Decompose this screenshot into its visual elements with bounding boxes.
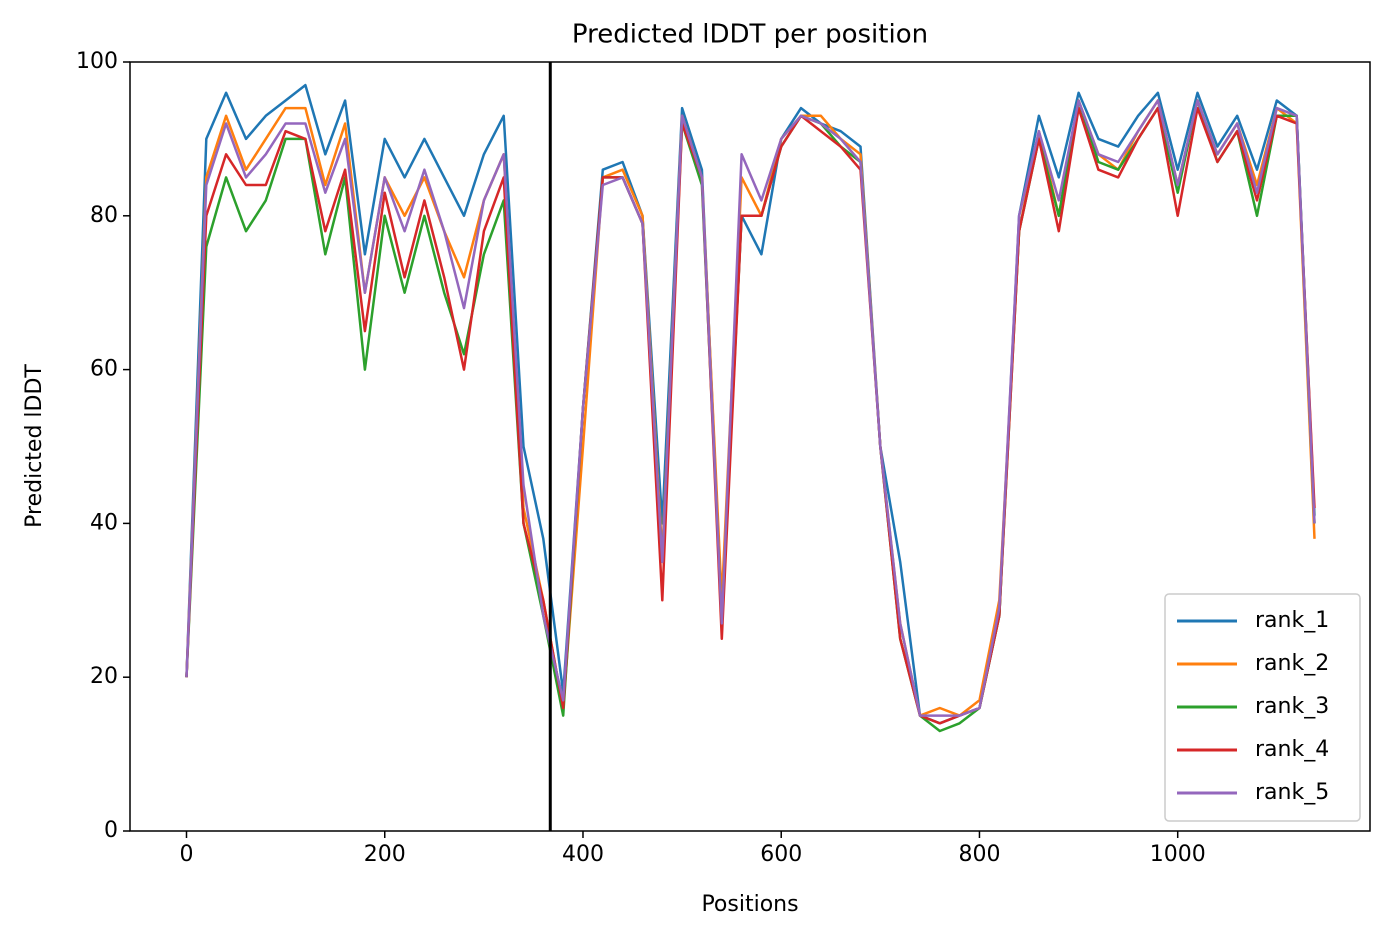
- plot-frame: [129, 61, 1371, 832]
- legend-box: [1164, 593, 1361, 822]
- legend-label: rank_2: [1255, 651, 1329, 676]
- legend-label: rank_1: [1255, 608, 1329, 633]
- legend-label: rank_3: [1255, 694, 1329, 719]
- y-tick-label: 40: [90, 510, 118, 535]
- legend-label: rank_4: [1255, 737, 1329, 762]
- y-tick-label: 100: [76, 49, 118, 74]
- chart-title: Predicted lDDT per position: [572, 20, 928, 50]
- x-tick-label: 800: [958, 842, 1000, 867]
- y-tick-label: 60: [90, 357, 118, 382]
- series-line: [185, 106, 1316, 725]
- x-tick-label: 200: [364, 842, 406, 867]
- x-tick-label: 0: [179, 842, 193, 867]
- x-tick-label: 1000: [1150, 842, 1206, 867]
- y-tick-label: 80: [90, 203, 118, 228]
- legend-label: rank_5: [1255, 780, 1329, 805]
- y-tick-label: 0: [104, 818, 118, 843]
- x-tick-label: 600: [760, 842, 802, 867]
- x-tick-label: 400: [562, 842, 604, 867]
- series-line: [185, 99, 1316, 717]
- y-tick-label: 20: [90, 664, 118, 689]
- x-axis-label: Positions: [701, 892, 798, 917]
- y-axis-label: Predicted lDDT: [22, 364, 47, 528]
- series-line: [185, 83, 1316, 725]
- series-line: [185, 99, 1316, 717]
